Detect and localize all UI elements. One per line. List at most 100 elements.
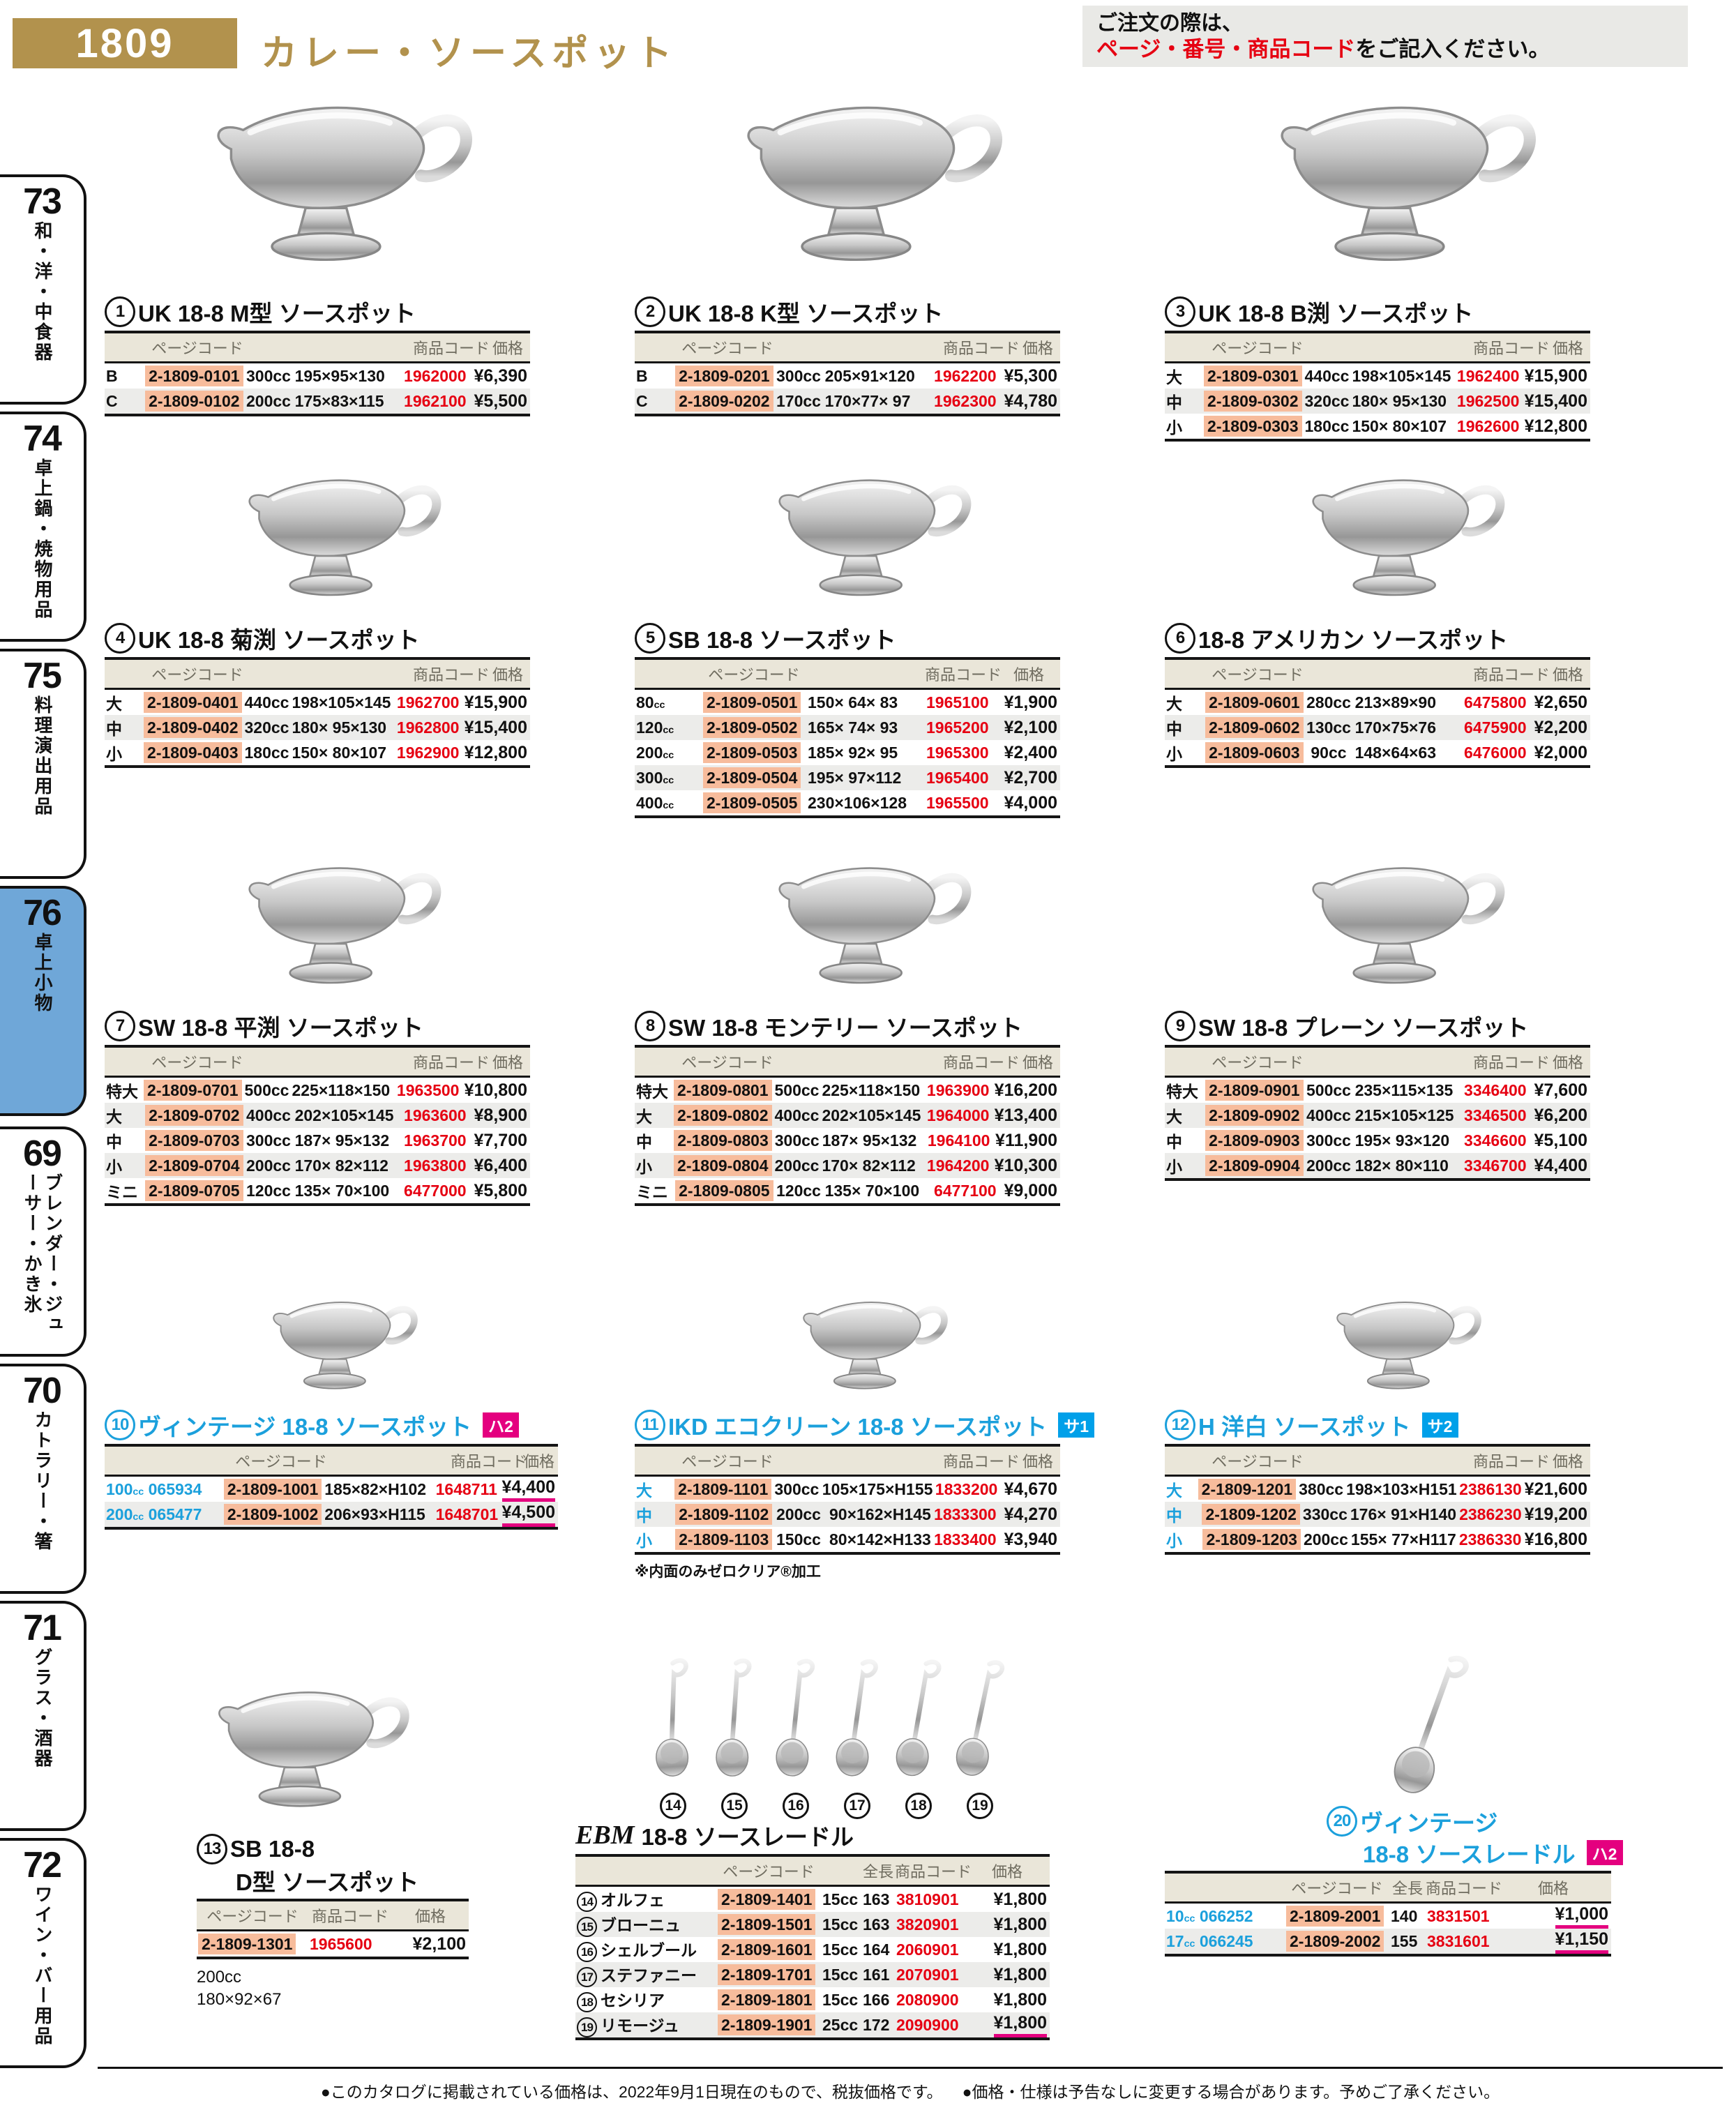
page-code: 2-1809-0902 — [1205, 1104, 1304, 1126]
cell-dims: 176× 91×H140 — [1350, 1505, 1457, 1523]
ladles-image: 14 15 16 17 18 19 — [575, 1627, 1078, 1819]
product-info: 11 IKD エコクリーン 18-8 ソースポット サ1 ページコード 商品コード 価格大… — [635, 1409, 1116, 1581]
price-value: ¥13,400 — [994, 1105, 1057, 1125]
cell-name: 15 ブローニュ — [575, 1912, 716, 1938]
table-row: 小 2-1809-0603 90cc 148×64×63 6476000 ¥2,000 — [1165, 740, 1590, 765]
cell-code: 1962200 — [934, 366, 997, 385]
cell-page: 2-1809-0601 — [1204, 691, 1305, 713]
cell-length: 163 — [863, 1915, 890, 1934]
cell-name: 17 ステファニー — [575, 1962, 716, 1988]
ladle-illustration — [656, 1658, 689, 1777]
page-code: 2-1809-1202 — [1202, 1503, 1300, 1525]
price-value: ¥10,300 — [994, 1155, 1057, 1175]
page-code: 2-1809-0402 — [144, 716, 242, 738]
cell-size: 中 — [1166, 720, 1182, 738]
cell-size: 小 — [636, 1532, 652, 1550]
table-row: 17cc 066245 2-1809-2002 155 3831601 ¥1,150 — [1165, 1929, 1611, 1954]
cell-code: 1962500 — [1456, 391, 1520, 410]
cell-page: 2-1809-0802 — [672, 1104, 773, 1126]
cell-dims: 198×103×H151 — [1346, 1479, 1457, 1498]
sauce-pot-illustration — [248, 867, 441, 984]
sauce-pot-illustration — [802, 1302, 948, 1389]
cell-capacity: 130cc — [1306, 718, 1351, 737]
cell-code: 1963900 — [926, 1080, 990, 1099]
page-code: 2-1809-2002 — [1286, 1930, 1384, 1952]
product-info: 3 UK 18-8 B渕 ソースポット ページコード 商品コード 価格大 2-1809-0… — [1165, 296, 1653, 442]
pot-image — [635, 1282, 1116, 1409]
table-row: 大 2-1809-0401 440cc 198×105×145 1962700 ¥15,9… — [105, 690, 530, 715]
cell-capacity: 500cc — [244, 1080, 289, 1099]
cell-price: ¥2,700 — [997, 768, 1060, 788]
ladle-illustration — [896, 1659, 942, 1777]
item-number-badge: 17 — [577, 1967, 597, 1988]
product-cell-ebm-ladles: 14 15 16 17 18 19 EBM 18-8 ソースレードル ページコード 全長… — [575, 1627, 1078, 2040]
cell-page: 2-1809-1001 — [222, 1478, 323, 1500]
product-title-line2: D型 ソースポット — [236, 1865, 523, 1896]
table-row: 大 2-1809-0902 400cc 215×105×125 3346500 ¥6,20… — [1165, 1103, 1590, 1128]
cell-price: ¥19,200 — [1523, 1505, 1590, 1525]
product-title: 2 UK 18-8 K型 ソースポット — [635, 296, 1116, 328]
price-value: ¥2,100 — [412, 1934, 466, 1954]
product-cell-1: 1 UK 18-8 M型 ソースポット ページコード 商品コード 価格 B 2-1809-0… — [105, 75, 586, 416]
cell-code: 6475800 — [1464, 693, 1527, 711]
product-title-text2: 18-8 ソースレードル — [1363, 1841, 1576, 1867]
product-title: 20 ヴィンテージ — [1327, 1805, 1695, 1837]
table-row: 大 2-1809-1201 380cc 198×103×H151 2386130 ¥21,… — [1165, 1477, 1590, 1502]
column-header-code: 商品コード — [925, 666, 1002, 684]
product-table: ページコード 全長 商品コード 価格 10cc 066252 2-1809-2001 140… — [1165, 1871, 1611, 1957]
ladle-illustration — [956, 1660, 1004, 1776]
page-code: 2-1809-0501 — [703, 691, 801, 713]
cell-dims: 170× 82×112 — [294, 1156, 388, 1175]
product-title-text: UK 18-8 K型 ソースポット — [668, 301, 944, 326]
sidebar-item-label: 卓上小物 — [31, 932, 53, 1013]
cell-size: 大 — [1166, 1482, 1182, 1500]
sauce-pot-illustration — [778, 479, 972, 596]
cell-page: 2-1809-0703 — [144, 1129, 245, 1151]
table-row: B 2-1809-0101 300cc 195×95×130 1962000 ¥6,390 — [105, 363, 530, 389]
spec-line: 200cc — [197, 1968, 242, 1987]
cell-capacity: 200cc — [776, 1505, 821, 1523]
cell-name: 19 リモージュ — [575, 2012, 716, 2038]
cell-size: 中 — [1166, 393, 1182, 412]
page-code: 2-1809-0703 — [145, 1129, 243, 1151]
sidebar-item-74: 74 卓上鍋・焼物用品 — [0, 412, 86, 642]
cell-capacity: 200cc — [774, 1156, 820, 1175]
product-title: 3 UK 18-8 B渕 ソースポット — [1165, 296, 1653, 328]
cell-price: ¥4,270 — [1003, 1505, 1060, 1525]
product-number-badge: 2 — [635, 296, 665, 327]
cell-size: 小 — [636, 1158, 652, 1176]
cell-price: ¥4,400 — [501, 1477, 558, 1502]
cell-dims: 180× 95×130 — [1352, 391, 1447, 410]
cell-length: 164 — [863, 1940, 890, 1959]
cell-price: ¥8,900 — [473, 1106, 530, 1126]
cell-dims: 180× 95×130 — [292, 718, 387, 737]
figure-number-badge: 19 — [967, 1793, 993, 1819]
cell-code: 1965500 — [926, 793, 989, 812]
cell-price: ¥2,100 — [997, 718, 1060, 738]
pot-image — [1165, 843, 1653, 1010]
cell-price: ¥2,400 — [997, 743, 1060, 763]
cell-code: 3346400 — [1464, 1080, 1527, 1099]
product-title: 12 H 洋白 ソースポット サ2 — [1165, 1409, 1653, 1441]
table-row: 中 2-1809-0703 300cc 187× 95×132 1963700 ¥7,70… — [105, 1128, 530, 1153]
product-cell-7: 7 SW 18-8 平渕 ソースポット ページコード 商品コード 価格 特大 2-1809-… — [105, 843, 586, 1206]
product-table: ページコード 全長 商品コード 価格 14 オルフェ 2-1809-1401 15cc 163 3… — [575, 1854, 1050, 2040]
product-title: 9 SW 18-8 プレーン ソースポット — [1165, 1010, 1653, 1042]
category-badge: サ1 — [1058, 1412, 1095, 1438]
product-cell-8: 8 SW 18-8 モンテリー ソースポット ページコード 商品コード 価格 特大 2-18… — [635, 843, 1116, 1206]
category-badge: ハ2 — [1586, 1840, 1623, 1865]
column-header-page: ページコード — [1291, 1880, 1383, 1897]
footer-note-1: ●このカタログに掲載されている価格は、2022年9月1日現在のもので、税抜価格で… — [320, 2083, 943, 2101]
sidebar-item-number: 73 — [23, 181, 62, 222]
product-info: 2 UK 18-8 K型 ソースポット ページコード 商品コード 価格 B 2-1809-0… — [635, 296, 1116, 416]
cell-capacity: 400cc — [1306, 1106, 1351, 1124]
product-title-text: UK 18-8 B渕 ソースポット — [1198, 301, 1474, 326]
product-title-text: SB 18-8 ソースポット — [668, 627, 896, 653]
page-code: 2-1809-1601 — [718, 1938, 816, 1960]
cell-code: 1833200 — [935, 1479, 998, 1498]
sauce-pot-illustration — [778, 867, 972, 984]
column-header-page: ページコード — [1212, 1054, 1304, 1071]
ladle-image — [1165, 1639, 1695, 1805]
page-code: 2-1809-0801 — [674, 1079, 772, 1101]
cell-price: ¥5,100 — [1533, 1131, 1590, 1151]
